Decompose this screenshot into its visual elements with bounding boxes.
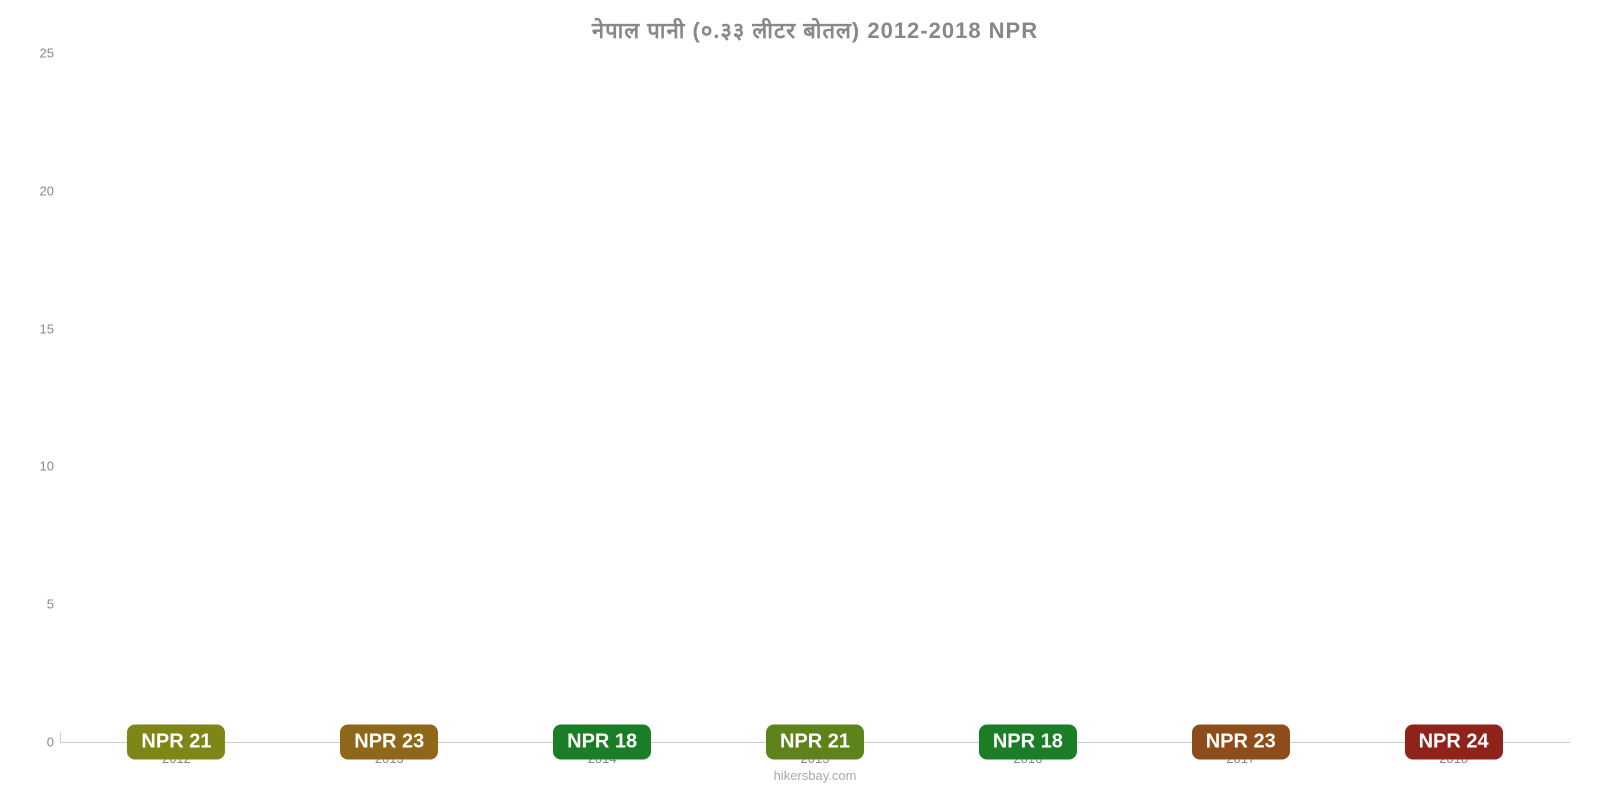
y-tick-label: 20 [20,183,54,198]
bar-value-label: NPR 18 [979,725,1077,760]
bar-value-label: NPR 21 [766,725,864,760]
y-tick-label: 0 [20,735,54,750]
plot-area: NPR 21NPR 23NPR 18NPR 21NPR 18NPR 23NPR … [60,53,1570,743]
chart-title: नेपाल पानी (०.३३ लीटर बोतल) 2012-2018 NP… [60,15,1570,45]
bar-value-label: NPR 18 [553,725,651,760]
chart-container: नेपाल पानी (०.३३ लीटर बोतल) 2012-2018 NP… [0,0,1600,800]
y-tick-label: 10 [20,459,54,474]
y-tick-label: 5 [20,597,54,612]
bar-value-label: NPR 23 [340,725,438,760]
bars-group: NPR 21NPR 23NPR 18NPR 21NPR 18NPR 23NPR … [60,53,1570,742]
bar-value-label: NPR 23 [1192,725,1290,760]
bar-value-label: NPR 21 [127,725,225,760]
y-tick-label: 25 [20,46,54,61]
attribution-text: hikersbay.com [60,768,1570,783]
y-tick-label: 15 [20,321,54,336]
bar-value-label: NPR 24 [1405,725,1503,760]
